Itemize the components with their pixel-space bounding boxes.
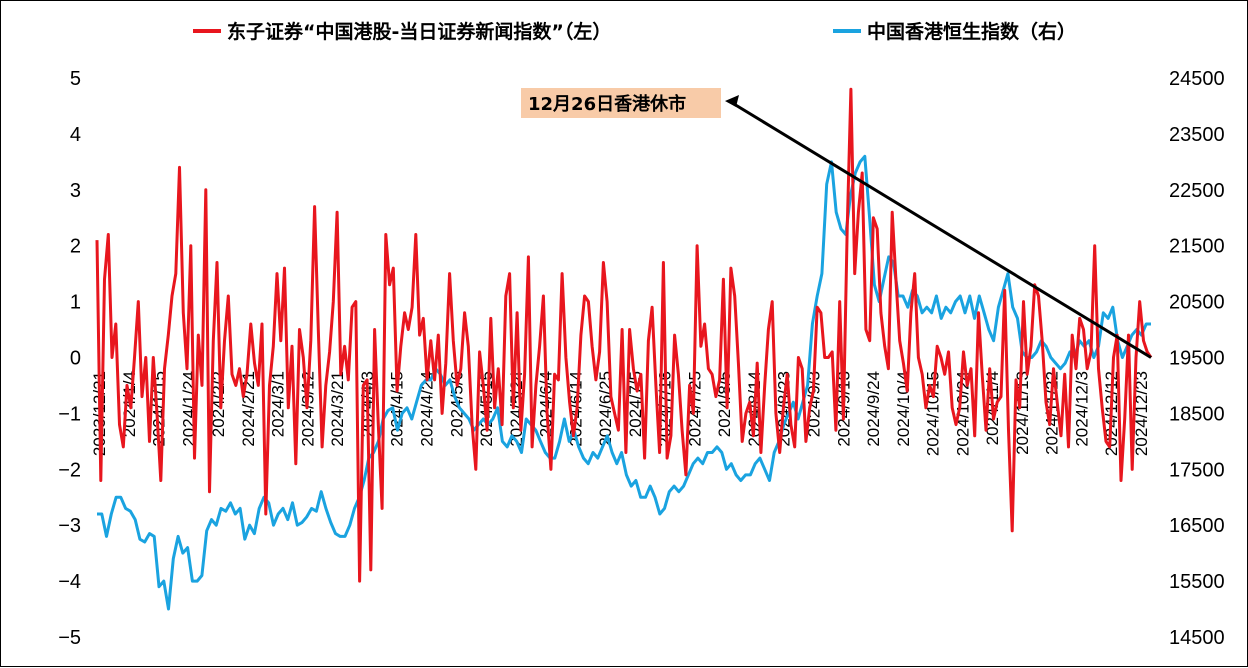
y-right-tick-label: 17500 — [1169, 459, 1225, 481]
y-left-tick-label: −2 — [58, 459, 81, 481]
y-left-tick-label: 0 — [70, 348, 81, 370]
x-tick-label: 2024/4/24 — [417, 371, 436, 447]
annotation-arrow — [728, 99, 1152, 359]
annotation: 12月26日香港休市 — [521, 88, 1152, 359]
y-left-tick-label: 2 — [70, 236, 81, 258]
series-line-news-index — [95, 87, 1153, 583]
x-tick-label: 2024/12/23 — [1132, 371, 1151, 456]
legend-label-left-series: 东子证券“中国港股-当日证券新闻指数”（左） — [227, 20, 611, 43]
y-left-tick-label: −4 — [58, 571, 81, 593]
x-tick-label: 2024/3/21 — [328, 371, 347, 447]
series-line-hang-seng — [97, 154, 1151, 611]
x-tick-label: 2024/4/15 — [388, 371, 407, 447]
x-tick-label: 2024/10/24 — [953, 371, 972, 456]
annotation-box — [521, 88, 721, 118]
y-right-tick-label: 15500 — [1169, 571, 1225, 593]
legend: 东子证券“中国港股-当日证券新闻指数”（左） 中国香港恒生指数（右） — [193, 20, 1076, 43]
series-right-group — [97, 154, 1151, 611]
y-left-tick-label: −1 — [58, 403, 81, 425]
y-left-tick-label: −3 — [58, 515, 81, 537]
y-right-tick-label: 16500 — [1169, 515, 1225, 537]
y-right-tick-label: 21500 — [1169, 236, 1225, 258]
y-left-tick-label: 4 — [70, 124, 81, 146]
series-left-group — [95, 87, 1153, 583]
y-left-tick-label: 5 — [70, 68, 81, 90]
annotation-text: 12月26日香港休市 — [528, 93, 686, 115]
y-left-tick-label: 3 — [70, 180, 81, 202]
y-right-tick-label: 22500 — [1169, 180, 1225, 202]
annotation-arrowhead — [725, 95, 739, 107]
y-axis-right: 24500 23500 22500 21500 20500 19500 18500 17500… — [1169, 68, 1225, 649]
x-tick-label: 2024/3/1 — [269, 371, 288, 437]
x-tick-label: 2024/10/4 — [894, 371, 913, 447]
y-left-tick-label: −5 — [58, 627, 81, 649]
x-tick-label: 2024/8/5 — [715, 371, 734, 437]
legend-label-right-series: 中国香港恒生指数（右） — [867, 20, 1076, 43]
y-right-tick-label: 23500 — [1169, 124, 1225, 146]
x-tick-label: 2024/9/24 — [864, 371, 883, 447]
y-right-tick-label: 20500 — [1169, 292, 1225, 314]
y-right-tick-label: 24500 — [1169, 68, 1225, 90]
y-right-tick-label: 14500 — [1169, 627, 1225, 649]
y-right-tick-label: 18500 — [1169, 403, 1225, 425]
y-right-tick-label: 19500 — [1169, 348, 1225, 370]
y-left-tick-label: 1 — [70, 292, 81, 314]
y-axis-left: 5 4 3 2 1 0 −1 −2 −3 −4 −5 — [58, 68, 81, 649]
x-tick-label: 2024/12/3 — [1072, 371, 1091, 447]
